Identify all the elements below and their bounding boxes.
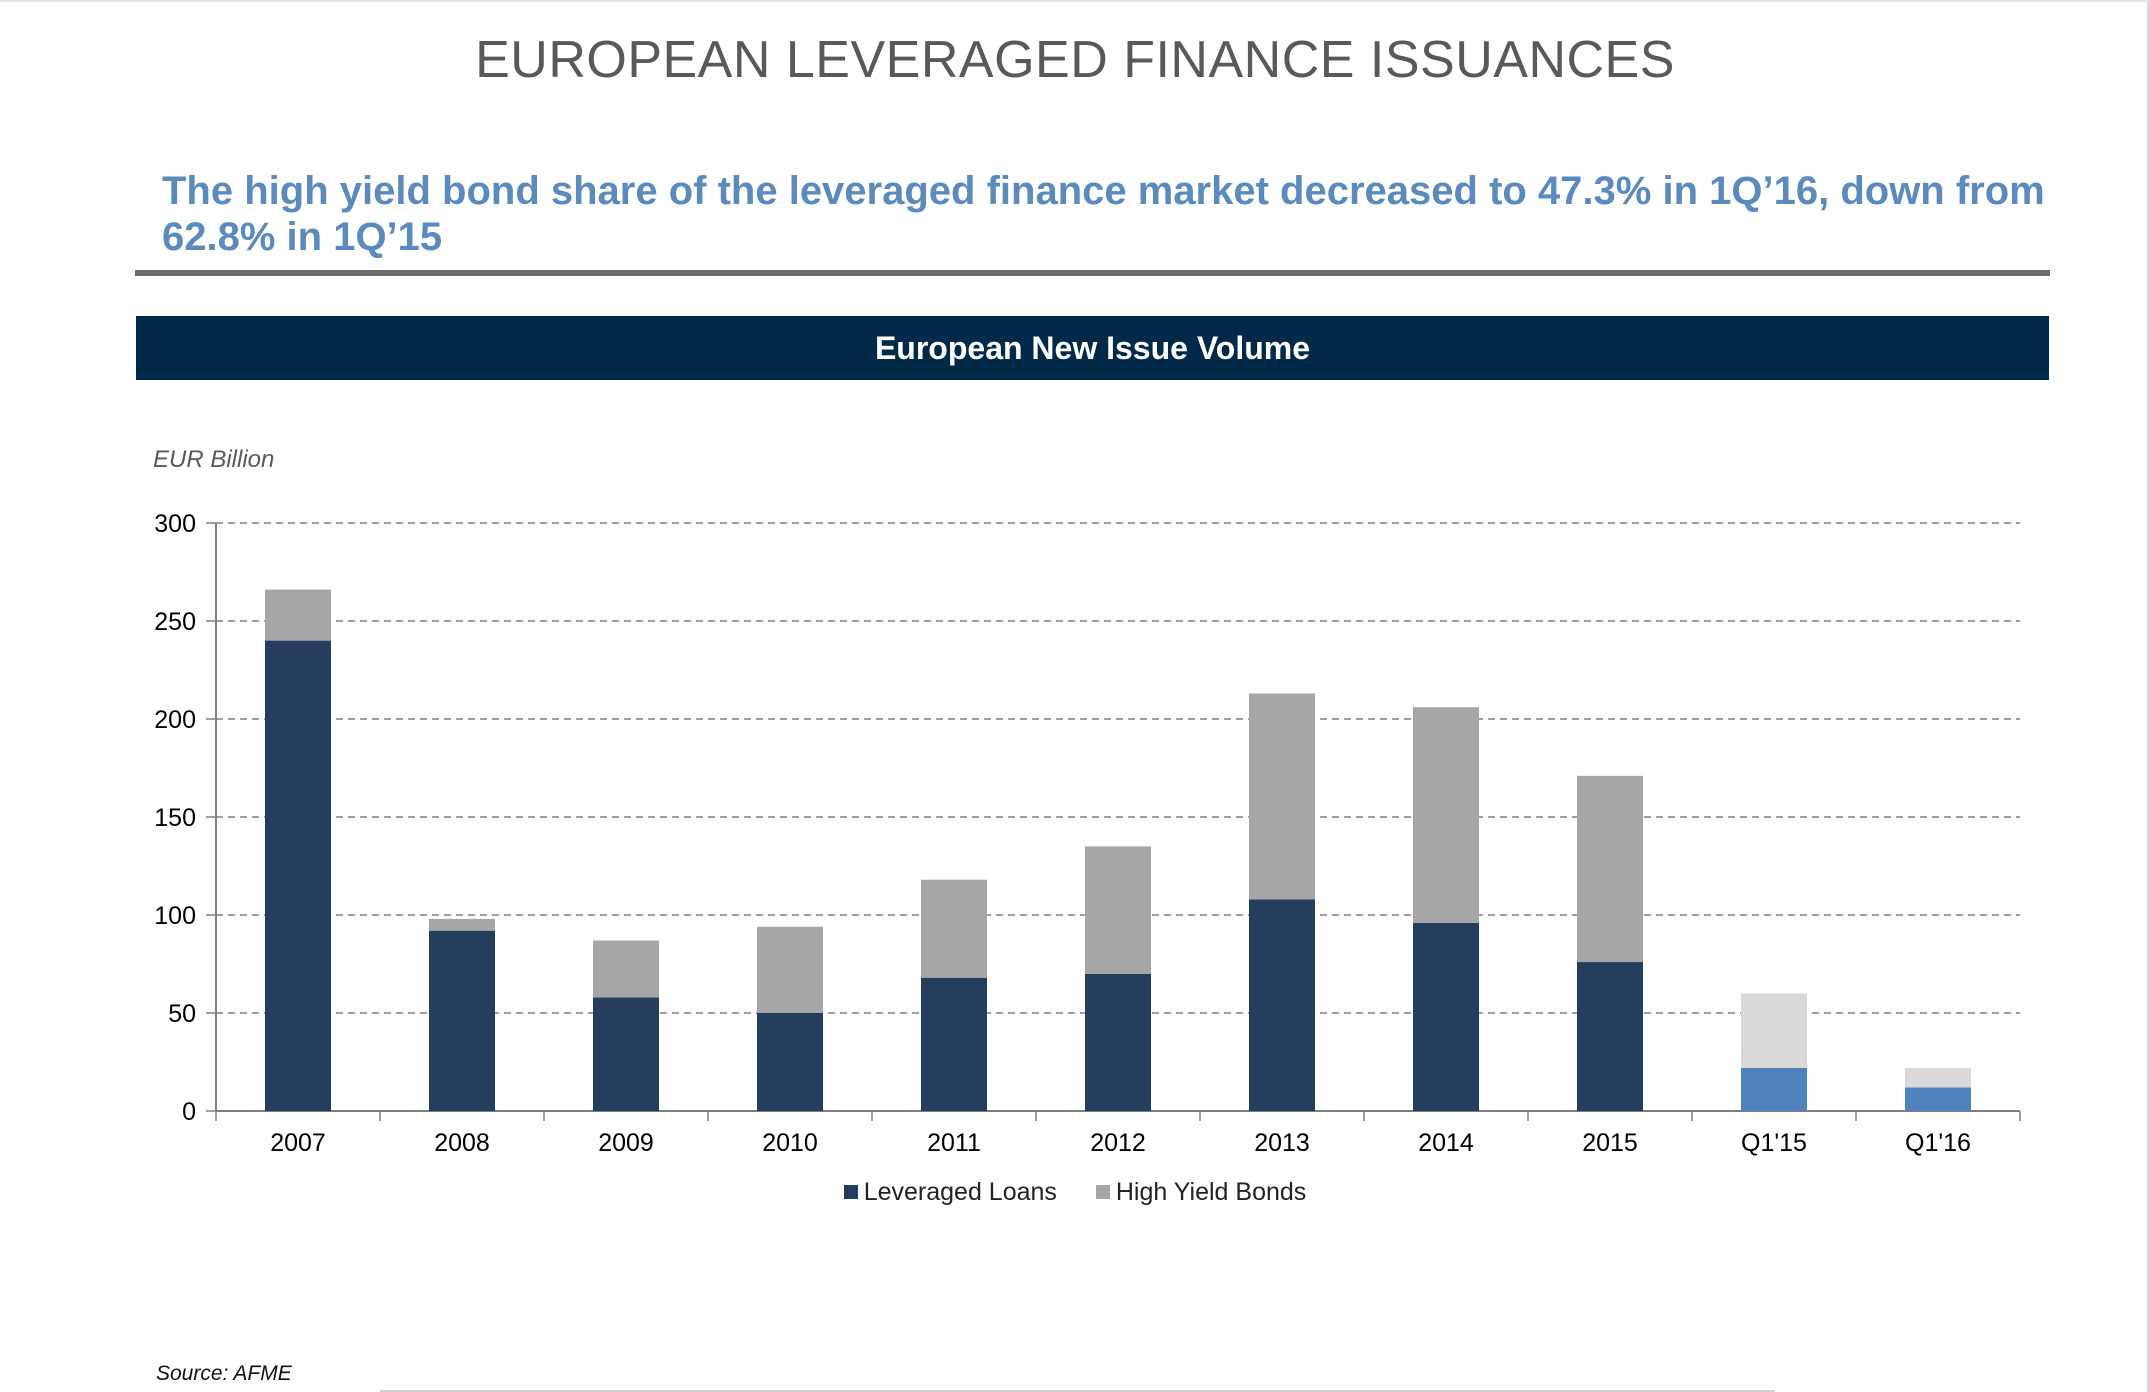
title-divider xyxy=(135,270,2050,276)
bar-high-yield-bonds-q116 xyxy=(1905,1067,1971,1088)
x-tick-label-2014: 2014 xyxy=(1418,1129,1474,1157)
bar-high-yield-bonds-2014 xyxy=(1413,707,1479,923)
y-tick-label-250: 250 xyxy=(154,608,196,636)
legend-label-high-yield-bonds: High Yield Bonds xyxy=(1115,1178,1307,1206)
x-tick-label-2012: 2012 xyxy=(1090,1129,1146,1157)
bar-high-yield-bonds-2011 xyxy=(921,879,987,978)
x-tick-label-2011: 2011 xyxy=(927,1129,981,1157)
x-tick-label-q116: Q1'16 xyxy=(1905,1129,1971,1157)
y-tick-label-0: 0 xyxy=(182,1098,196,1126)
legend-label-leveraged-loans: Leveraged Loans xyxy=(863,1178,1057,1206)
bar-high-yield-bonds-2009 xyxy=(593,940,659,998)
x-tick-label-2013: 2013 xyxy=(1254,1129,1310,1157)
bar-leveraged-loans-2012 xyxy=(1085,973,1151,1111)
x-tick-label-2009: 2009 xyxy=(598,1129,654,1157)
y-tick-label-200: 200 xyxy=(154,706,196,734)
chart-title-banner: European New Issue Volume xyxy=(136,316,2049,380)
bar-leveraged-loans-q115 xyxy=(1741,1067,1807,1111)
headline: The high yield bond share of the leverag… xyxy=(162,169,2045,259)
bar-leveraged-loans-2013 xyxy=(1249,899,1315,1111)
y-tick-label-300: 300 xyxy=(154,510,196,538)
bar-leveraged-loans-2007 xyxy=(265,640,331,1111)
x-tick-label-2008: 2008 xyxy=(434,1129,490,1157)
legend-swatch-leveraged-loans xyxy=(843,1185,858,1199)
chart-legend: Leveraged Loans High Yield Bonds xyxy=(0,1178,2150,1207)
x-tick-label-q115: Q1'15 xyxy=(1741,1129,1807,1157)
bar-high-yield-bonds-2008 xyxy=(429,918,495,931)
legend-swatch-high-yield-bonds xyxy=(1095,1185,1110,1199)
bar-leveraged-loans-2008 xyxy=(429,930,495,1111)
bar-leveraged-loans-2010 xyxy=(757,1013,823,1111)
bar-high-yield-bonds-2012 xyxy=(1085,846,1151,974)
legend-item-high-yield-bonds: High Yield Bonds xyxy=(1095,1178,1307,1207)
x-tick-label-2015: 2015 xyxy=(1582,1129,1638,1157)
x-tick-label-2010: 2010 xyxy=(762,1129,818,1157)
bar-leveraged-loans-2009 xyxy=(593,997,659,1111)
bar-high-yield-bonds-q115 xyxy=(1741,993,1807,1068)
y-tick-label-100: 100 xyxy=(154,902,196,930)
bar-high-yield-bonds-2015 xyxy=(1577,775,1643,963)
bar-high-yield-bonds-2013 xyxy=(1249,693,1315,900)
source-note: Source: AFME xyxy=(156,1362,292,1385)
page-title: EUROPEAN LEVERAGED FINANCE ISSUANCES xyxy=(475,31,1675,89)
x-tick-label-2007: 2007 xyxy=(270,1129,326,1157)
bar-high-yield-bonds-2010 xyxy=(757,926,823,1013)
y-axis-unit-label: EUR Billion xyxy=(153,446,275,473)
bar-leveraged-loans-2011 xyxy=(921,977,987,1111)
y-tick-label-150: 150 xyxy=(154,804,196,832)
y-tick-label-50: 50 xyxy=(168,1000,196,1028)
legend-item-leveraged-loans: Leveraged Loans xyxy=(843,1178,1057,1207)
bar-leveraged-loans-q116 xyxy=(1905,1087,1971,1111)
bar-high-yield-bonds-2007 xyxy=(265,589,331,641)
bar-leveraged-loans-2015 xyxy=(1577,962,1643,1111)
footer-line xyxy=(380,1390,1775,1392)
bar-leveraged-loans-2014 xyxy=(1413,922,1479,1111)
